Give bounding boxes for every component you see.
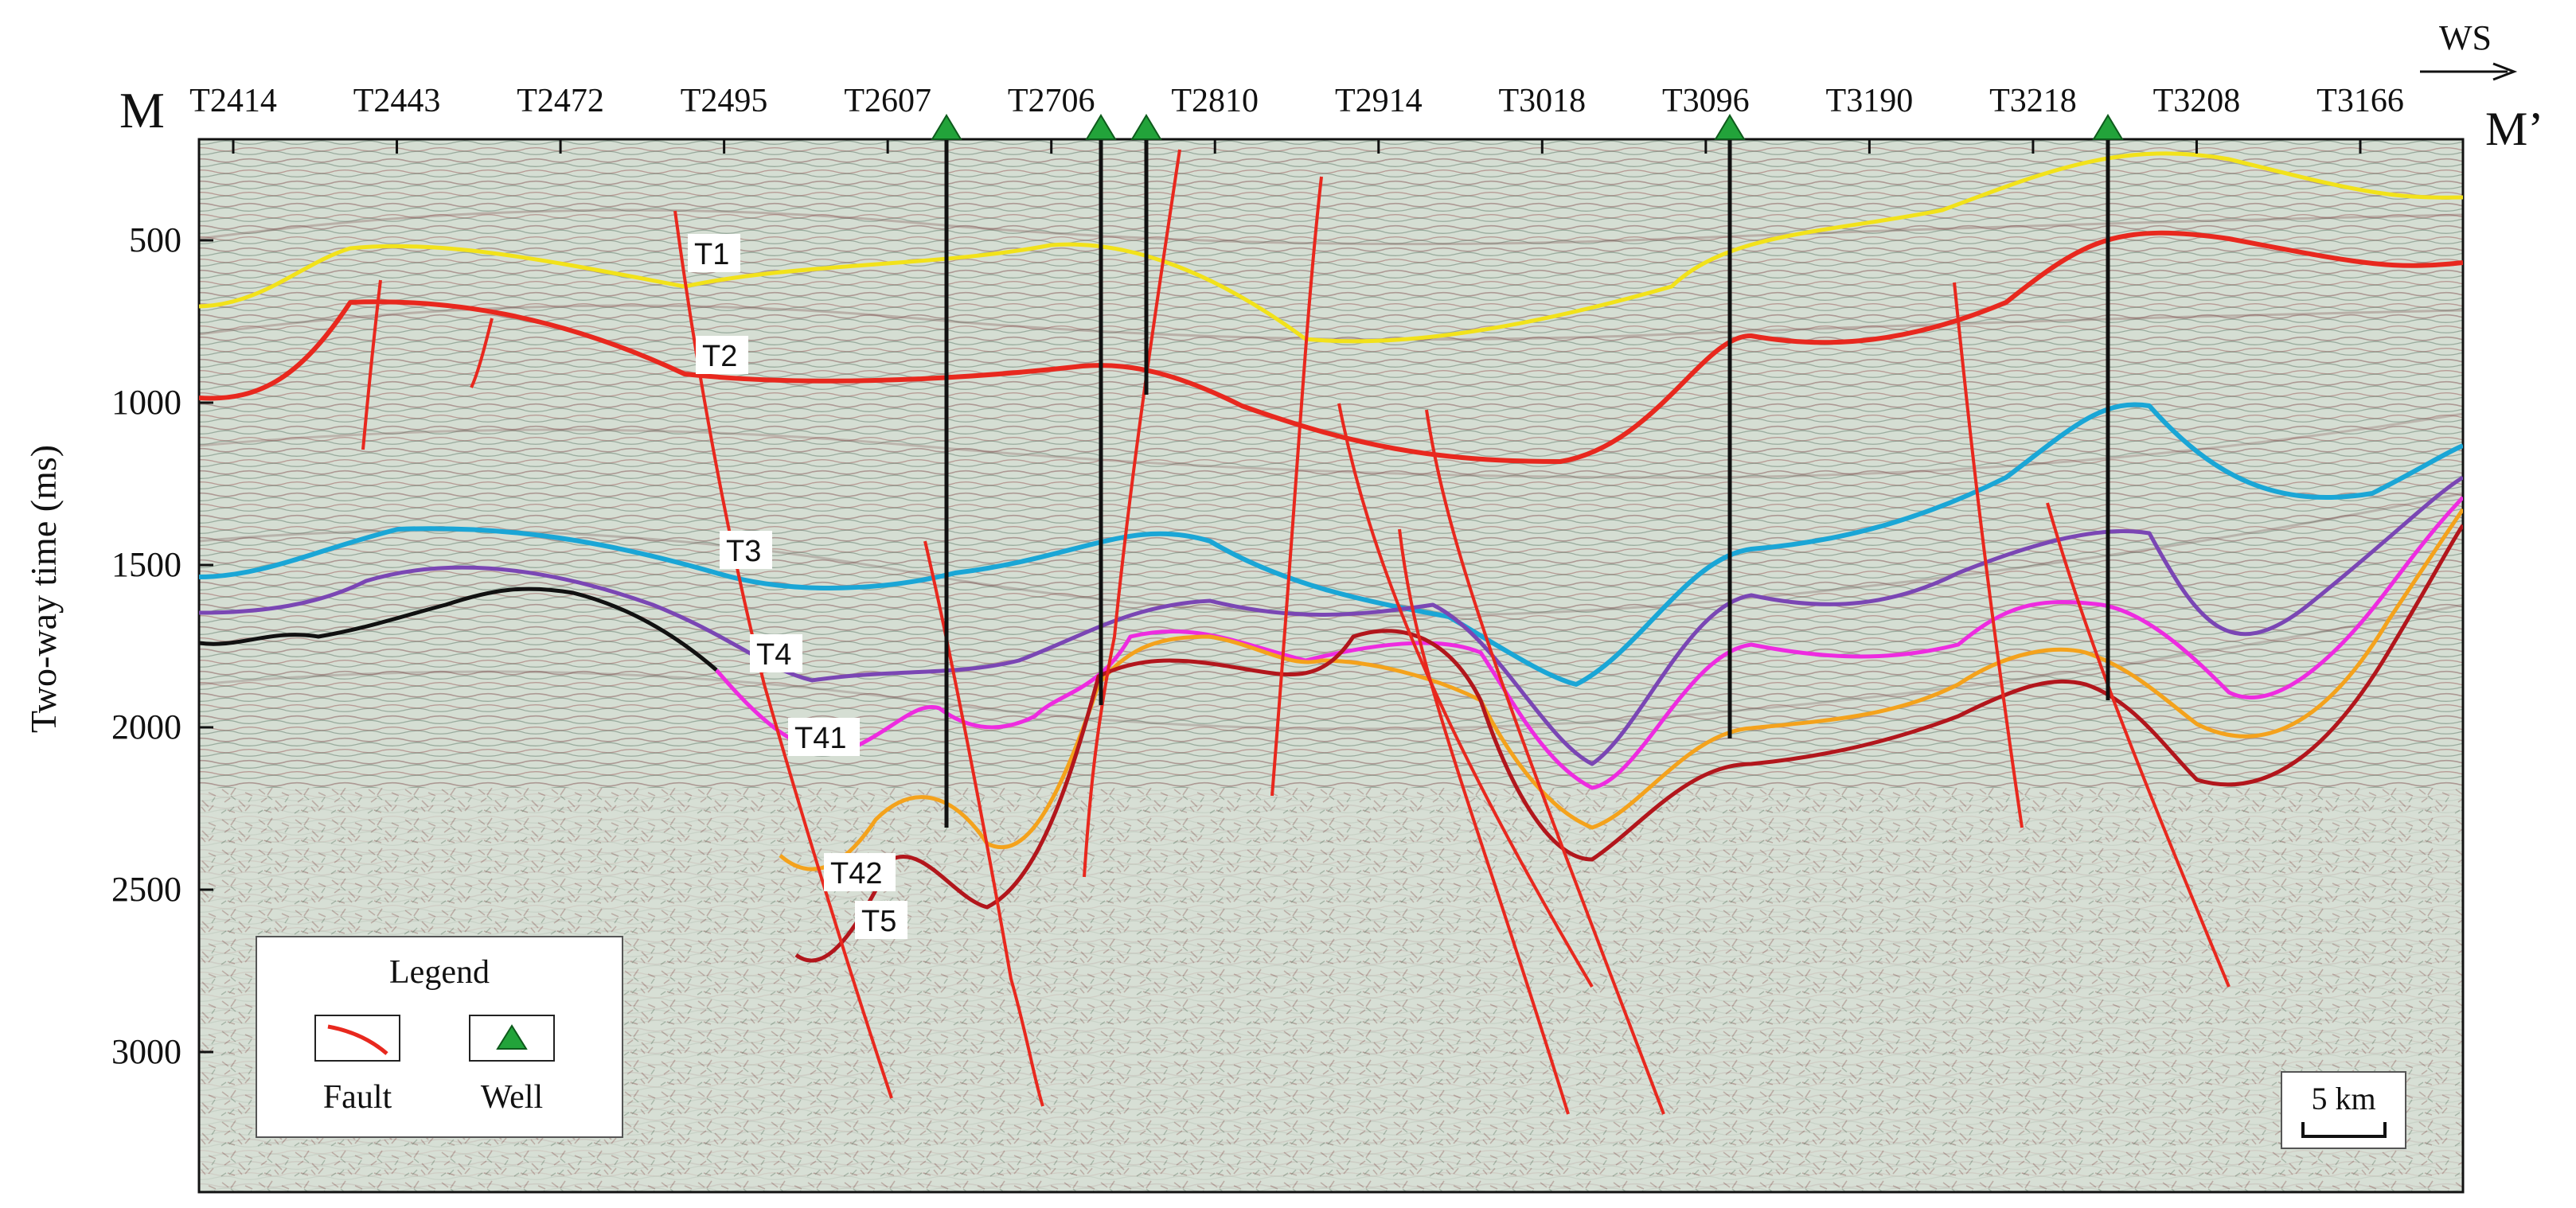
y-axis-tick-label: 1500 [111, 545, 181, 584]
legend-fault-swatch [314, 1015, 400, 1062]
horizon-label: T4 [756, 638, 791, 672]
direction-indicator: WS [2420, 18, 2518, 81]
horizon-label-chip [788, 718, 860, 756]
legend-fault-label: Fault [323, 1079, 392, 1116]
legend-well-swatch [469, 1015, 555, 1062]
fault-swatch-icon [327, 1024, 388, 1055]
fault-line [1953, 282, 2024, 828]
trace-label: T2914 [1335, 83, 1423, 119]
trace-label: T3218 [1989, 83, 2077, 119]
y-axis: 500 1000 1500 2000 2500 3000 [111, 220, 213, 1071]
horizon-label-chip [696, 336, 748, 374]
well-marker-icon [2092, 114, 2124, 140]
horizon-label-chip [720, 531, 772, 569]
horizon-label-chip [750, 634, 802, 672]
horizon-label: T41 [794, 722, 846, 755]
trace-label: T2607 [844, 83, 931, 119]
well-marker-icon [1085, 114, 1117, 140]
horizon-basement [199, 586, 718, 672]
fault-line [1398, 528, 1570, 1115]
fault-line [2046, 502, 2231, 988]
trace-label: T2706 [1008, 83, 1095, 119]
horizon-label: T2 [702, 340, 737, 373]
trace-label: T2472 [517, 83, 604, 119]
fault-layer [361, 149, 2231, 1115]
section-end-label: M’ [2485, 103, 2543, 155]
y-axis-tick-label: 500 [129, 220, 181, 259]
horizon-label: T5 [861, 905, 896, 938]
fault-line [1270, 176, 1323, 797]
trace-label: T3166 [2316, 83, 2404, 119]
well-layer [931, 114, 2124, 828]
well-triangle-icon [496, 1024, 528, 1050]
y-axis-title: Two-way time (ms) [23, 445, 64, 733]
fault-line [361, 279, 382, 450]
well-marker-icon [1130, 114, 1162, 140]
direction-arrow-head [2492, 62, 2518, 81]
horizon-t41 [715, 496, 2463, 790]
scale-bar: 5 km [2281, 1071, 2406, 1149]
horizon-label: T3 [726, 535, 761, 568]
scale-bar-line [2301, 1122, 2387, 1138]
horizon-label-layer: T1 T2 T3 T4 T41 T42 T5 [688, 234, 907, 939]
trace-label: T3190 [1826, 83, 1914, 119]
y-axis-tick-label: 2000 [111, 707, 181, 746]
y-axis-tick-label: 2500 [111, 870, 181, 909]
horizon-label-chip [824, 853, 896, 891]
legend-title: Legend [389, 954, 490, 991]
fault-line [470, 318, 494, 388]
trace-label: T3096 [1662, 83, 1750, 119]
horizon-label-chip [855, 901, 907, 939]
horizon-t2 [199, 230, 2463, 464]
trace-tick-row [232, 139, 2362, 154]
direction-label: WS [2439, 18, 2492, 57]
trace-label: T2495 [681, 83, 768, 119]
legend: Legend Fault Well [256, 936, 623, 1138]
horizon-t4 [199, 475, 2463, 766]
horizon-label-chip [688, 234, 740, 272]
legend-well-label: Well [481, 1079, 543, 1116]
scale-bar-label: 5 km [2311, 1081, 2375, 1116]
horizon-label: T1 [694, 238, 729, 271]
well-marker-icon [931, 114, 962, 140]
section-start-label: M [119, 82, 165, 138]
trace-label: T2414 [189, 83, 277, 119]
trace-label: T2443 [353, 83, 441, 119]
trace-label: T3018 [1498, 83, 1586, 119]
y-axis-tick-label: 1000 [111, 383, 181, 422]
fault-line [1337, 403, 1594, 988]
fault-line [1083, 149, 1181, 878]
fault-line [1425, 409, 1665, 1115]
trace-label: T3208 [2153, 83, 2241, 119]
well-marker-icon [1714, 114, 1746, 140]
horizon-t42 [779, 508, 2463, 871]
horizon-label: T42 [830, 857, 882, 890]
trace-label: T2810 [1171, 83, 1259, 119]
horizon-t5 [794, 524, 2463, 963]
fault-line [923, 540, 1044, 1107]
fault-line [673, 210, 893, 1099]
trace-label-row: T2414 T2443 T2472 T2495 T2607 T2706 T2810 T2914… [189, 83, 2404, 119]
y-axis-tick-label: 3000 [111, 1032, 181, 1071]
